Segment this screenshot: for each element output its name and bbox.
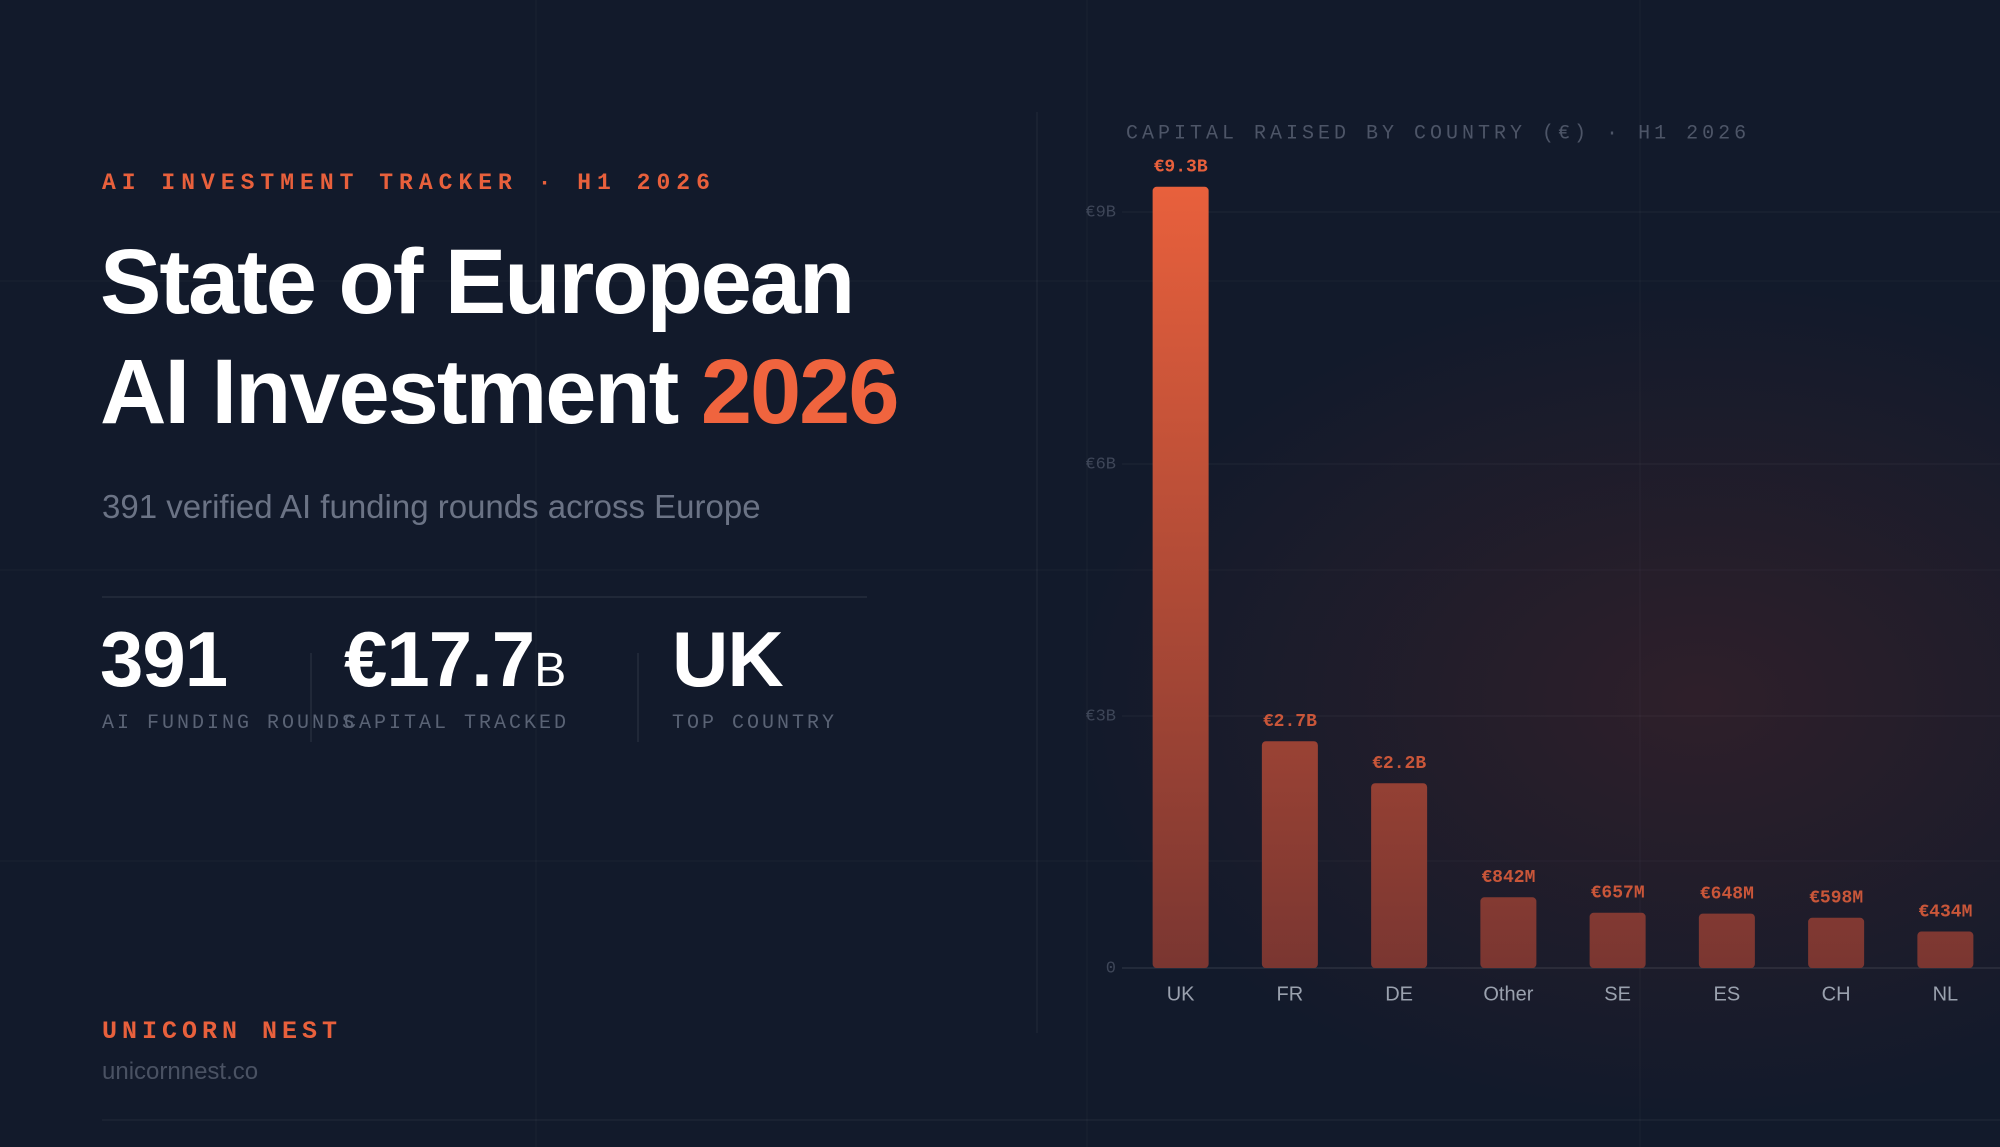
stat-label: AI FUNDING ROUNDS <box>102 712 358 735</box>
value-label: €842M <box>1481 868 1535 888</box>
bar <box>1698 913 1755 968</box>
chart-title: CAPITAL RAISED BY COUNTRY (€) · H1 2026 <box>1126 122 1750 145</box>
bar <box>1589 912 1646 968</box>
stat-label: CAPITAL TRACKED <box>344 712 570 735</box>
title: State of European <box>100 231 855 333</box>
bar <box>1480 897 1537 968</box>
title: AI Investment <box>100 341 679 443</box>
stat-value: €17.7B <box>344 620 566 698</box>
value-label: €2.7B <box>1263 712 1317 732</box>
value-label: €2.2B <box>1372 754 1426 774</box>
y-tick-label: €9B <box>1085 203 1116 222</box>
stat-value: 391 <box>100 615 228 703</box>
url: unicornnest.co <box>102 1058 259 1085</box>
x-tick-label: UK <box>1167 983 1195 1005</box>
x-tick-label: DE <box>1385 983 1413 1005</box>
y-tick-label: 0 <box>1106 959 1116 978</box>
x-tick-label: ES <box>1714 983 1741 1005</box>
stat-label: TOP COUNTRY <box>672 712 838 735</box>
stat-unit: B <box>534 644 566 697</box>
y-tick-label: €3B <box>1085 707 1116 726</box>
x-tick-label: SE <box>1604 983 1631 1005</box>
bar <box>1917 931 1974 968</box>
x-tick-label: Other <box>1483 983 1533 1005</box>
kicker: AI INVESTMENT TRACKER · H1 2026 <box>102 170 716 196</box>
subtitle: 391 verified AI funding rounds across Eu… <box>102 488 761 525</box>
value-label: €648M <box>1700 884 1754 904</box>
title-highlight: 2026 <box>700 341 900 443</box>
title: AI Investment 2026 <box>100 346 899 438</box>
bar <box>1152 186 1209 969</box>
stat-value: €17.7 <box>344 615 535 703</box>
value-label: €9.3B <box>1154 158 1208 178</box>
bar <box>1371 783 1428 968</box>
bar <box>1808 917 1865 968</box>
value-label: €434M <box>1918 902 1972 922</box>
value-label: €598M <box>1809 889 1863 909</box>
y-tick-label: €6B <box>1085 455 1116 474</box>
x-tick-label: NL <box>1933 983 1959 1005</box>
brand: UNICORN NEST <box>102 1017 343 1046</box>
stat-value: UK <box>672 615 784 703</box>
x-tick-label: FR <box>1277 983 1304 1005</box>
bar <box>1261 741 1318 968</box>
value-label: €657M <box>1591 884 1645 904</box>
x-tick-label: CH <box>1822 983 1851 1005</box>
